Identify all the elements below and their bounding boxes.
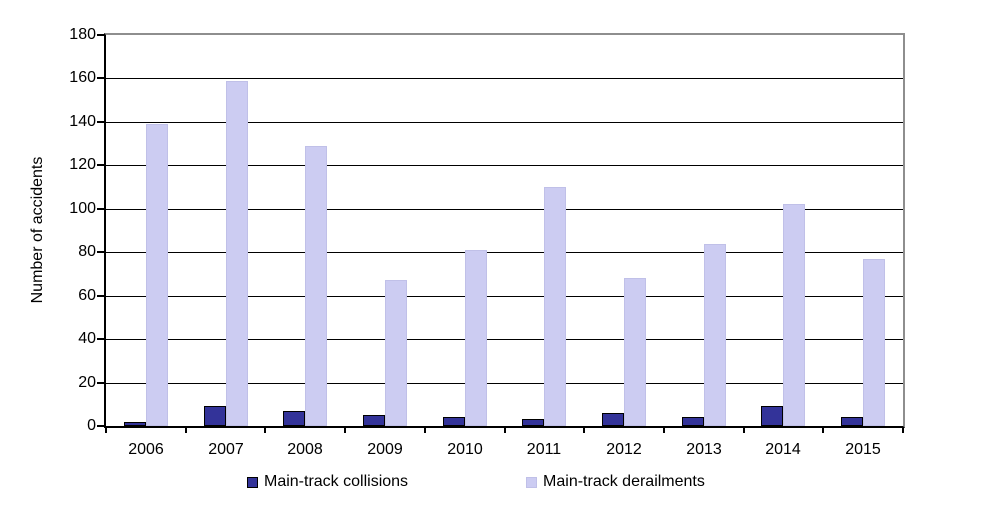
bar-main-track-derailments-2007 <box>225 81 248 426</box>
bars-layer <box>106 35 903 426</box>
bar-main-track-derailments-2009 <box>384 280 407 426</box>
x-axis-tick-5 <box>504 428 506 433</box>
gridline-60 <box>106 296 903 297</box>
bar-main-track-derailments-2014 <box>783 204 806 426</box>
x-axis-label-2015: 2015 <box>845 441 881 458</box>
gridline-120 <box>106 165 903 166</box>
y-axis-tick-80 <box>97 251 104 253</box>
legend-swatch-icon <box>526 476 538 488</box>
bar-main-track-collisions-2009 <box>362 415 385 426</box>
gridline-100 <box>106 209 903 210</box>
bar-main-track-collisions-2015 <box>841 417 864 426</box>
gridline-80 <box>106 252 903 253</box>
plot-area <box>104 33 905 428</box>
bar-group-2011 <box>505 35 585 426</box>
x-axis-tick-2 <box>264 428 266 433</box>
y-axis-label-100: 100 <box>69 200 96 217</box>
x-axis-label-2012: 2012 <box>606 441 642 458</box>
bar-main-track-derailments-2013 <box>703 244 726 426</box>
x-axis-tick-4 <box>424 428 426 433</box>
bar-group-2013 <box>664 35 744 426</box>
bar-main-track-derailments-2008 <box>305 146 328 426</box>
legend-label: Main-track collisions <box>264 473 409 490</box>
legend-item-main-track-derailments: Main-track derailments <box>526 473 705 491</box>
bar-main-track-collisions-2010 <box>442 417 465 426</box>
y-axis-label-120: 120 <box>69 156 96 173</box>
gridline-160 <box>106 78 903 79</box>
x-axis-label-2006: 2006 <box>128 441 164 458</box>
x-axis-tick-6 <box>583 428 585 433</box>
y-axis-label-60: 60 <box>78 287 96 304</box>
x-axis-tick-0 <box>105 428 107 433</box>
y-axis-tick-20 <box>97 382 104 384</box>
legend-swatch-icon <box>247 476 258 488</box>
y-axis-tick-120 <box>97 164 104 166</box>
x-axis-label-2013: 2013 <box>686 441 722 458</box>
y-axis-tick-40 <box>97 338 104 340</box>
y-axis-label-140: 140 <box>69 113 96 130</box>
bar-main-track-derailments-2012 <box>624 278 647 426</box>
bar-main-track-collisions-2007 <box>203 406 226 426</box>
y-axis-label-80: 80 <box>78 243 96 260</box>
x-axis-label-2010: 2010 <box>447 441 483 458</box>
gridline-20 <box>106 383 903 384</box>
x-axis-label-2007: 2007 <box>208 441 244 458</box>
bar-main-track-collisions-2011 <box>522 419 545 426</box>
legend-label: Main-track derailments <box>543 473 705 490</box>
bar-group-2010 <box>425 35 505 426</box>
bar-group-2007 <box>186 35 266 426</box>
y-axis-label-160: 160 <box>69 69 96 86</box>
y-axis-tick-100 <box>97 208 104 210</box>
bar-group-2012 <box>584 35 664 426</box>
y-axis-title: Number of accidents <box>29 156 46 304</box>
x-axis-tick-3 <box>344 428 346 433</box>
x-axis-label-2014: 2014 <box>765 441 801 458</box>
y-axis-label-180: 180 <box>69 26 96 43</box>
bar-main-track-collisions-2013 <box>681 417 704 426</box>
x-axis-label-2009: 2009 <box>367 441 403 458</box>
x-axis-label-2011: 2011 <box>526 441 562 458</box>
y-axis-label-40: 40 <box>78 330 96 347</box>
x-axis-tick-9 <box>822 428 824 433</box>
y-axis-tick-140 <box>97 121 104 123</box>
y-axis-tick-180 <box>97 34 104 36</box>
gridlines-layer <box>106 35 903 426</box>
bar-main-track-collisions-2014 <box>761 406 784 426</box>
bar-group-2006 <box>106 35 186 426</box>
bar-group-2015 <box>823 35 903 426</box>
x-axis-tick-10 <box>902 428 904 433</box>
legend: Main-track collisions Main-track derailme… <box>247 473 705 491</box>
bar-main-track-collisions-2012 <box>602 413 625 426</box>
y-axis-label-0: 0 <box>87 417 96 434</box>
bar-group-2014 <box>744 35 824 426</box>
bar-main-track-collisions-2008 <box>283 411 306 426</box>
gridline-40 <box>106 339 903 340</box>
bar-main-track-derailments-2011 <box>544 187 567 426</box>
bar-main-track-collisions-2006 <box>123 422 146 426</box>
x-axis-tick-7 <box>663 428 665 433</box>
y-axis-tick-160 <box>97 77 104 79</box>
legend-item-main-track-collisions: Main-track collisions <box>247 473 408 491</box>
x-axis-tick-1 <box>185 428 187 433</box>
bar-main-track-derailments-2006 <box>145 124 168 426</box>
x-axis-tick-8 <box>743 428 745 433</box>
x-axis-label-2008: 2008 <box>287 441 323 458</box>
y-axis-tick-0 <box>97 425 104 427</box>
y-axis-label-20: 20 <box>78 374 96 391</box>
bar-main-track-derailments-2010 <box>464 250 487 426</box>
bar-group-2008 <box>265 35 345 426</box>
bar-main-track-derailments-2015 <box>863 259 886 426</box>
y-axis-tick-60 <box>97 295 104 297</box>
bar-group-2009 <box>345 35 425 426</box>
gridline-140 <box>106 122 903 123</box>
